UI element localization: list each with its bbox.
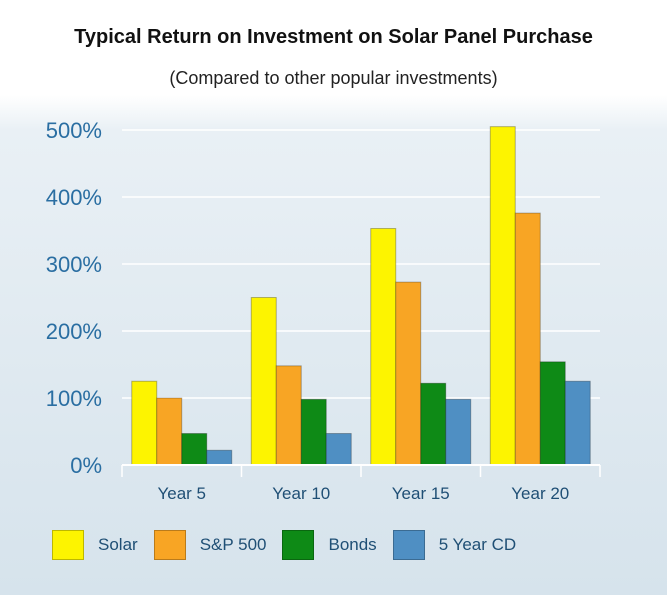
bar-bonds (539, 361, 566, 466)
legend-label: Bonds (328, 535, 377, 554)
x-tick-label: Year 15 (392, 484, 450, 503)
legend-item: 5 Year CD (392, 530, 517, 560)
bar-5-year-cd (564, 380, 591, 466)
y-tick-label: 400% (46, 185, 102, 210)
legend-item: Solar (52, 530, 138, 560)
bar-s-p-500 (514, 212, 541, 466)
x-tick-label: Year 5 (157, 484, 206, 503)
legend-label: Solar (98, 535, 138, 554)
bar-solar (131, 380, 158, 466)
legend-swatch (153, 530, 186, 560)
bar-solar (370, 227, 397, 466)
bar-bonds (181, 433, 208, 466)
y-tick-label: 100% (46, 386, 102, 411)
bar-solar (250, 297, 277, 466)
x-tick-label: Year 20 (511, 484, 569, 503)
legend-item: S&P 500 (153, 530, 267, 560)
chart-title: Typical Return on Investment on Solar Pa… (74, 26, 593, 48)
bar-s-p-500 (156, 397, 183, 466)
legend-swatch (282, 530, 315, 560)
bar-solar (489, 126, 516, 466)
legend-swatch (52, 530, 84, 560)
y-tick-label: 200% (46, 319, 102, 344)
legend-item: Bonds (282, 530, 377, 560)
bar-5-year-cd (325, 433, 352, 466)
chart-legend: Solar S&P 500 Bonds 5 Year CD (52, 528, 532, 562)
bar-s-p-500 (395, 281, 422, 466)
y-tick-label: 500% (46, 118, 102, 143)
y-tick-label: 300% (46, 252, 102, 277)
bar-bonds (420, 382, 447, 466)
bar-s-p-500 (275, 365, 302, 466)
legend-swatch (392, 530, 425, 560)
bar-5-year-cd (445, 398, 472, 466)
bar-5-year-cd (206, 449, 233, 466)
bar-bonds (300, 398, 327, 466)
legend-label: S&P 500 (199, 535, 267, 554)
x-tick-label: Year 10 (272, 484, 330, 503)
chart-subtitle: (Compared to other popular investments) (169, 68, 498, 88)
legend-label: 5 Year CD (438, 535, 517, 554)
y-tick-label: 0% (70, 453, 102, 478)
